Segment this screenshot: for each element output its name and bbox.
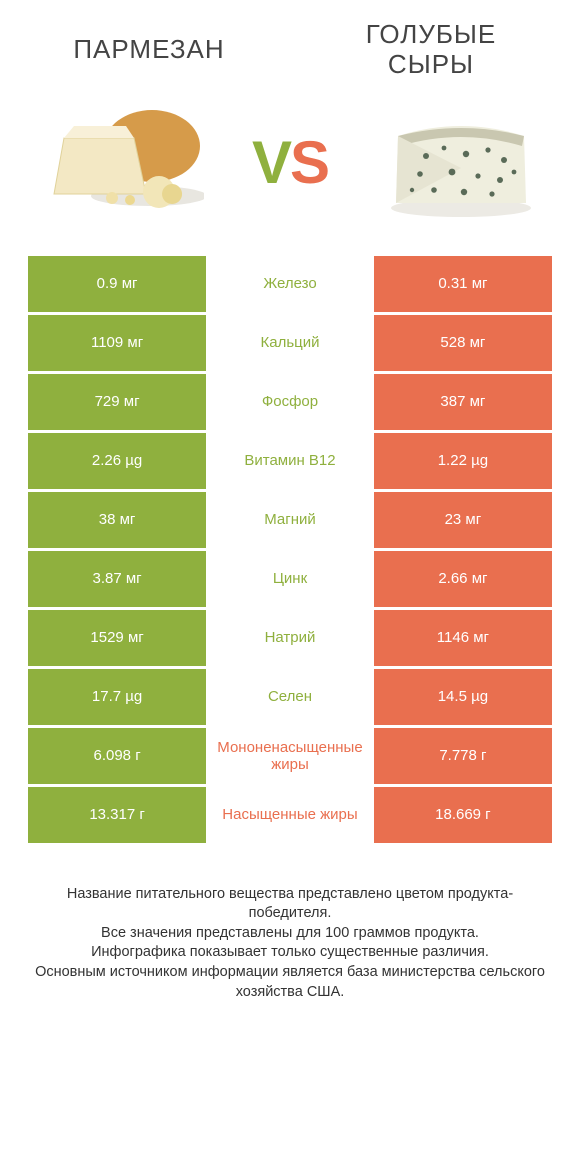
nutrient-label-cell: Магний	[206, 492, 374, 548]
footer-line: Инфографика показывает только существенн…	[32, 943, 548, 963]
right-product-title: ГОЛУБЫЕ СЫРЫ	[310, 20, 552, 80]
table-row: 2.26 µgВитамин B121.22 µg	[28, 433, 552, 489]
nutrient-label-cell: Витамин B12	[206, 433, 374, 489]
nutrient-label-cell: Насыщенные жиры	[206, 787, 374, 843]
left-value-cell: 1529 мг	[28, 610, 206, 666]
table-row: 1529 мгНатрий1146 мг	[28, 610, 552, 666]
right-value-cell: 0.31 мг	[374, 256, 552, 312]
table-row: 13.317 гНасыщенные жиры18.669 г	[28, 787, 552, 843]
left-value-cell: 6.098 г	[28, 728, 206, 784]
right-value-cell: 23 мг	[374, 492, 552, 548]
vs-s: S	[290, 129, 328, 196]
table-row: 0.9 мгЖелезо0.31 мг	[28, 256, 552, 312]
left-value-cell: 38 мг	[28, 492, 206, 548]
right-value-cell: 2.66 мг	[374, 551, 552, 607]
header-titles: ПАРМЕЗАН ГОЛУБЫЕ СЫРЫ	[28, 20, 552, 80]
right-value-cell: 14.5 µg	[374, 669, 552, 725]
vs-label: VS	[252, 133, 328, 193]
vs-v: V	[252, 129, 290, 196]
left-value-cell: 729 мг	[28, 374, 206, 430]
nutrient-label-cell: Селен	[206, 669, 374, 725]
table-row: 1109 мгКальций528 мг	[28, 315, 552, 371]
nutrient-label-cell: Натрий	[206, 610, 374, 666]
nutrient-label-cell: Железо	[206, 256, 374, 312]
right-value-cell: 1146 мг	[374, 610, 552, 666]
left-value-cell: 13.317 г	[28, 787, 206, 843]
left-value-cell: 3.87 мг	[28, 551, 206, 607]
right-value-cell: 528 мг	[374, 315, 552, 371]
table-row: 729 мгФосфор387 мг	[28, 374, 552, 430]
left-value-cell: 2.26 µg	[28, 433, 206, 489]
parmesan-image	[34, 98, 204, 228]
footer-line: Основным источником информации является …	[32, 963, 548, 1002]
right-value-cell: 1.22 µg	[374, 433, 552, 489]
left-product-title: ПАРМЕЗАН	[28, 35, 270, 65]
right-value-cell: 18.669 г	[374, 787, 552, 843]
table-row: 6.098 гМононенасыщенные жиры7.778 г	[28, 728, 552, 784]
comparison-table: 0.9 мгЖелезо0.31 мг1109 мгКальций528 мг7…	[28, 256, 552, 843]
footer-notes: Название питательного вещества представл…	[28, 885, 552, 1002]
table-row: 17.7 µgСелен14.5 µg	[28, 669, 552, 725]
nutrient-label-cell: Цинк	[206, 551, 374, 607]
table-row: 38 мгМагний23 мг	[28, 492, 552, 548]
nutrient-label-cell: Мононенасыщенные жиры	[206, 728, 374, 784]
right-value-cell: 7.778 г	[374, 728, 552, 784]
left-value-cell: 1109 мг	[28, 315, 206, 371]
footer-line: Все значения представлены для 100 граммо…	[32, 924, 548, 944]
footer-line: Название питательного вещества представл…	[32, 885, 548, 924]
right-value-cell: 387 мг	[374, 374, 552, 430]
images-row: VS	[28, 98, 552, 228]
left-value-cell: 0.9 мг	[28, 256, 206, 312]
nutrient-label-cell: Фосфор	[206, 374, 374, 430]
nutrient-label-cell: Кальций	[206, 315, 374, 371]
table-row: 3.87 мгЦинк2.66 мг	[28, 551, 552, 607]
blue-cheese-image	[376, 98, 546, 228]
left-value-cell: 17.7 µg	[28, 669, 206, 725]
